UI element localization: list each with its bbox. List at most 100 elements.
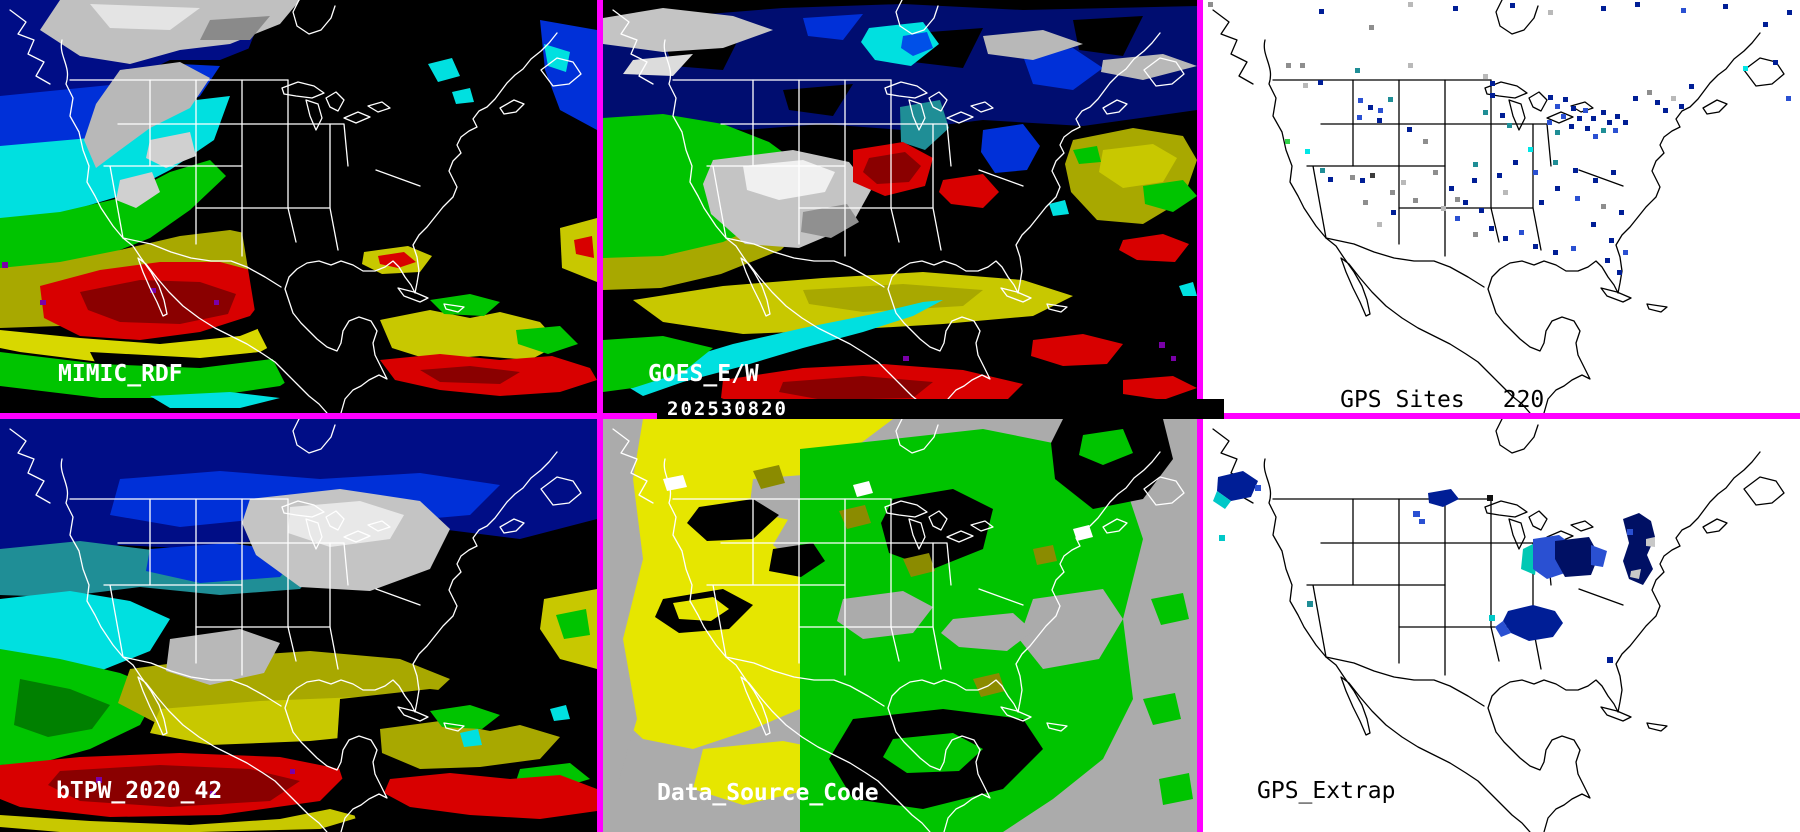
- gps-site-marker: [1489, 226, 1494, 231]
- gps-site-marker: [1328, 177, 1333, 182]
- gps-site-marker: [1743, 66, 1748, 71]
- gps-site-marker: [1510, 3, 1515, 8]
- gps-site-marker: [1441, 206, 1446, 211]
- gps-site-marker: [1453, 6, 1458, 11]
- gps-site-marker: [1548, 10, 1553, 15]
- goes-ew-map: [603, 0, 1197, 413]
- gps-site-marker: [1408, 2, 1413, 7]
- gps-site-marker: [1503, 190, 1508, 195]
- gps-site-marker: [1689, 84, 1694, 89]
- gps-extrap-map: [1203, 419, 1800, 832]
- gps-site-marker: [1285, 139, 1290, 144]
- gps-site-marker: [1528, 147, 1533, 152]
- gps-site-marker: [1613, 128, 1618, 133]
- gps-site-marker: [1763, 22, 1768, 27]
- panel-gps-extrap: GPS_Extrap: [1203, 419, 1800, 832]
- gps-site-marker: [1303, 83, 1308, 88]
- gps-site-marker: [1533, 170, 1538, 175]
- gps-site-marker: [1360, 178, 1365, 183]
- gps-site-marker: [1208, 2, 1213, 7]
- gps-site-marker: [1368, 105, 1373, 110]
- gps-site-marker: [1633, 96, 1638, 101]
- gps-site-marker: [1619, 210, 1624, 215]
- gps-site-marker: [1407, 127, 1412, 132]
- gps-site-marker: [1363, 200, 1368, 205]
- gps-site-marker: [1369, 25, 1374, 30]
- gps-site-marker: [1786, 96, 1791, 101]
- gps-site-marker: [1593, 178, 1598, 183]
- gps-site-marker: [1479, 208, 1484, 213]
- gps-site-marker: [1553, 160, 1558, 165]
- gps-site-marker: [1463, 200, 1468, 205]
- gps-site-marker: [1497, 173, 1502, 178]
- gps-site-marker: [1671, 96, 1676, 101]
- gps-site-marker: [1473, 162, 1478, 167]
- gps-site-marker: [1563, 97, 1568, 102]
- gps-site-marker: [1503, 236, 1508, 241]
- gps-site-marker: [1370, 173, 1375, 178]
- data-source-map: [603, 419, 1197, 832]
- gps-site-marker: [1319, 9, 1324, 14]
- gps-site-marker: [1623, 250, 1628, 255]
- gps-sites-label: GPS Sites: [1340, 387, 1465, 413]
- gps-site-marker: [1377, 222, 1382, 227]
- gps-site-marker: [1601, 6, 1606, 11]
- panel-gps-sites: GPS Sites 220: [1203, 0, 1800, 413]
- gps-site-marker: [1286, 63, 1291, 68]
- gps-site-marker: [1519, 230, 1524, 235]
- panel-btpw: bTPW_2020_42: [0, 419, 597, 832]
- gps-site-marker: [1391, 210, 1396, 215]
- gps-site-marker: [1357, 115, 1362, 120]
- gps-site-marker: [1601, 204, 1606, 209]
- gps-site-marker: [1601, 110, 1606, 115]
- gps-site-marker: [1473, 232, 1478, 237]
- gps-site-marker: [1591, 222, 1596, 227]
- gps-site-marker: [1571, 246, 1576, 251]
- gps-site-marker: [1611, 170, 1616, 175]
- gps-site-marker: [1571, 106, 1576, 111]
- gps-site-marker: [1573, 168, 1578, 173]
- gps-site-marker: [1723, 4, 1728, 9]
- panel-mimic-rdf: MIMIC_RDF: [0, 0, 597, 413]
- gps-site-marker: [1455, 216, 1460, 221]
- gps-site-marker: [1663, 108, 1668, 113]
- gps-site-marker: [1569, 124, 1574, 129]
- gps-site-marker: [1635, 2, 1640, 7]
- gps-site-marker: [1483, 74, 1488, 79]
- gps-site-marker: [1679, 104, 1684, 109]
- panel-goes-ew: GOES_E/W: [603, 0, 1197, 413]
- gps-site-marker: [1553, 250, 1558, 255]
- gps-site-marker: [1472, 178, 1477, 183]
- gps-site-marker: [1601, 128, 1606, 133]
- gps-site-marker: [1350, 175, 1355, 180]
- gps-site-markers: [1208, 2, 1792, 275]
- gps-site-marker: [1539, 200, 1544, 205]
- gps-site-marker: [1555, 130, 1560, 135]
- panel-label-btpw: bTPW_2020_42: [56, 778, 223, 804]
- gps-sites-count: 220: [1502, 387, 1545, 413]
- gps-site-marker: [1561, 114, 1566, 119]
- gps-site-marker: [1455, 197, 1460, 202]
- gps-site-marker: [1617, 270, 1622, 275]
- gps-site-marker: [1591, 116, 1596, 121]
- gps-site-marker: [1773, 60, 1778, 65]
- gps-site-marker: [1305, 149, 1310, 154]
- gps-site-marker: [1483, 110, 1488, 115]
- gps-site-marker: [1605, 258, 1610, 263]
- gps-site-marker: [1585, 126, 1590, 131]
- mimic-rdf-map: [0, 0, 597, 413]
- gps-site-marker: [1555, 104, 1560, 109]
- gps-site-marker: [1607, 120, 1612, 125]
- gps-site-marker: [1500, 113, 1505, 118]
- panel-label-mimic: MIMIC_RDF: [58, 361, 183, 387]
- gps-site-marker: [1555, 186, 1560, 191]
- gps-site-marker: [1490, 81, 1495, 86]
- panel-label-goes: GOES_E/W: [648, 361, 759, 387]
- gps-site-marker: [1623, 120, 1628, 125]
- gps-site-marker: [1449, 186, 1454, 191]
- gps-site-marker: [1575, 196, 1580, 201]
- gps-site-marker: [1583, 108, 1588, 113]
- gps-site-marker: [1408, 63, 1413, 68]
- btpw-map: [0, 419, 597, 832]
